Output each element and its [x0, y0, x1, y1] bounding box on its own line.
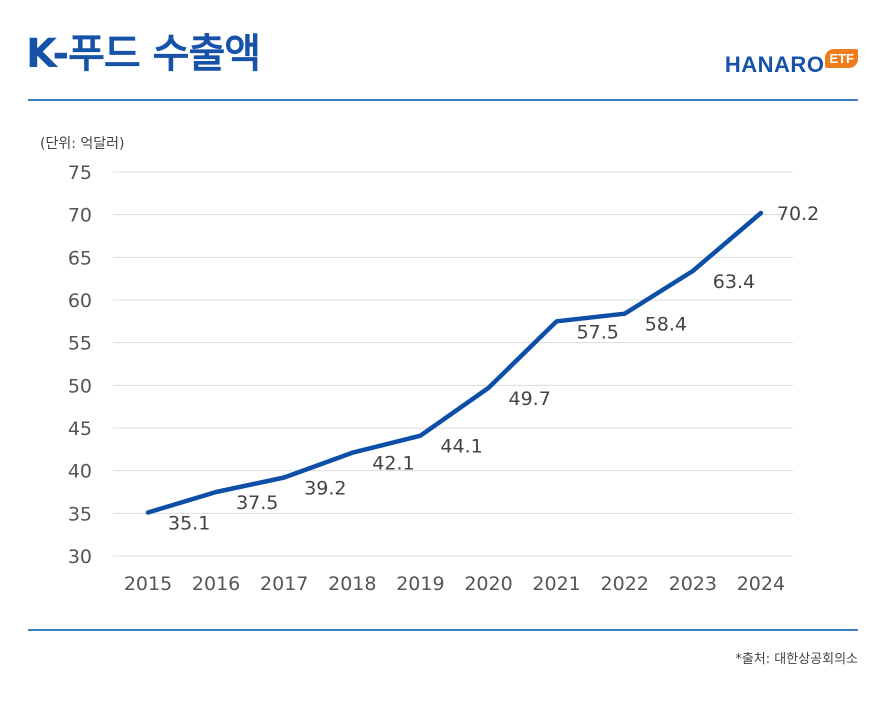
data-label: 57.5: [577, 321, 619, 343]
y-tick-label: 50: [68, 375, 92, 397]
page-title: K-푸드 수출액: [26, 31, 261, 77]
y-tick-label: 75: [68, 162, 92, 184]
hanaro-etf-logo: HANARO ETF: [725, 44, 858, 78]
x-tick-label: 2023: [669, 573, 717, 595]
x-tick-label: 2020: [464, 573, 512, 595]
data-label: 35.1: [168, 512, 210, 534]
y-tick-label: 65: [68, 247, 92, 269]
y-tick-label: 70: [68, 205, 92, 227]
y-tick-label: 45: [68, 418, 92, 440]
y-tick-label: 30: [68, 546, 92, 568]
line-chart: 30 35 40 45 50 55 60 65 70 75 2015 2016 2017 2018 2019…: [68, 162, 819, 595]
x-tick-label: 2021: [532, 573, 580, 595]
logo-badge: ETF: [825, 49, 858, 68]
x-tick-label: 2015: [124, 573, 172, 595]
y-tick-label: 55: [68, 333, 92, 355]
y-tick-label: 35: [68, 503, 92, 525]
data-label: 44.1: [440, 436, 482, 458]
footer-divider: [28, 629, 858, 631]
data-label: 37.5: [236, 492, 278, 514]
x-tick-label: 2017: [260, 573, 308, 595]
series-line: [145, 210, 764, 515]
data-label: 42.1: [372, 453, 414, 475]
source-note: *출처: 대한상공회의소: [735, 652, 858, 667]
x-tick-label: 2016: [192, 573, 240, 595]
data-label: 63.4: [713, 271, 755, 293]
x-tick-label: 2019: [396, 573, 444, 595]
header-divider: [28, 99, 858, 101]
logo-text: HANARO: [724, 52, 825, 77]
y-tick-label: 40: [68, 461, 92, 483]
data-label: 49.7: [509, 388, 551, 410]
x-tick-label: 2018: [328, 573, 376, 595]
unit-label: (단위: 억달러): [40, 136, 125, 152]
data-label: 39.2: [304, 477, 346, 499]
y-tick-label: 60: [68, 290, 92, 312]
data-label: 70.2: [777, 203, 819, 225]
data-label: 58.4: [645, 314, 687, 336]
x-tick-label: 2022: [601, 573, 649, 595]
x-tick-label: 2024: [737, 573, 785, 595]
